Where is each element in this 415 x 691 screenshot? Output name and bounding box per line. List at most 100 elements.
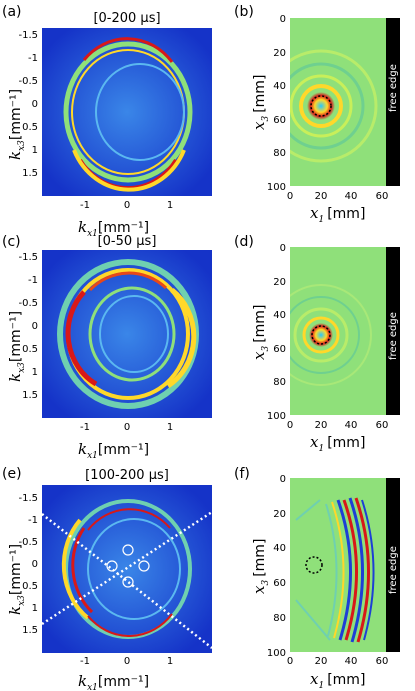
svg-text:1: 1: [167, 200, 173, 211]
svg-text:80: 80: [273, 613, 286, 624]
svg-text:0: 0: [124, 200, 130, 211]
svg-text:100: 100: [267, 648, 286, 659]
svg-text:-1: -1: [80, 200, 90, 211]
svg-text:0.5: 0.5: [22, 122, 38, 133]
displacement-field: [290, 18, 386, 186]
svg-text:-1: -1: [28, 53, 38, 64]
svg-text:40: 40: [273, 543, 286, 554]
svg-text:20: 20: [315, 656, 328, 667]
svg-text:0: 0: [287, 656, 293, 667]
panel-b: (b) free edge 0 20 40 60 80 100 0 20 40 …: [234, 4, 400, 225]
x-ticks: 0 20 40 60: [287, 191, 389, 202]
svg-text:-1: -1: [80, 656, 90, 667]
source-marker: [310, 95, 332, 117]
panel-label: (a): [2, 4, 22, 20]
wavenumber-rings: [63, 37, 193, 192]
svg-text:0.5: 0.5: [22, 344, 38, 355]
svg-text:0: 0: [124, 422, 130, 433]
y-ticks: 0 20 40 60 80 100: [267, 474, 286, 659]
edge-label: free edge: [388, 64, 399, 112]
wavefronts: [290, 49, 378, 163]
x-axis-label: kx1[mm⁻¹]: [78, 218, 149, 239]
wavenumber-rings: [42, 499, 212, 649]
svg-text:0: 0: [280, 474, 286, 485]
svg-text:-0.5: -0.5: [18, 76, 38, 87]
panel-f: (f) free edge 0 20 40 60 80 100 0 20 40: [234, 466, 400, 691]
y-axis-label: kx3[mm⁻¹]: [6, 311, 27, 382]
svg-text:20: 20: [273, 48, 286, 59]
y-axis-label: x3[mm]: [250, 539, 271, 594]
svg-text:-1.5: -1.5: [18, 493, 38, 504]
source-marker: [311, 325, 331, 345]
y-axis-label: kx3[mm⁻¹]: [6, 544, 27, 615]
svg-text:60: 60: [376, 191, 389, 202]
svg-text:1: 1: [32, 145, 38, 156]
svg-text:-1.5: -1.5: [18, 30, 38, 41]
panel-label: (d): [234, 234, 254, 250]
free-edge-strip: [386, 478, 400, 652]
panel-label: (b): [234, 4, 254, 20]
svg-text:1: 1: [32, 603, 38, 614]
y-axis-label: x3[mm]: [250, 75, 271, 130]
circle-markers: [106, 544, 150, 588]
y-axis-label: kx3[mm⁻¹]: [6, 89, 27, 160]
svg-text:1.5: 1.5: [22, 168, 38, 179]
svg-text:0: 0: [124, 656, 130, 667]
svg-text:60: 60: [273, 344, 286, 355]
reflected-wavefronts: [295, 497, 375, 643]
svg-text:100: 100: [267, 182, 286, 193]
wavenumber-rings: [57, 259, 199, 409]
svg-text:60: 60: [273, 578, 286, 589]
svg-text:1.5: 1.5: [22, 625, 38, 636]
svg-text:40: 40: [345, 420, 358, 431]
svg-text:100: 100: [267, 411, 286, 422]
y-ticks: -1.5 -1 -0.5 0 0.5 1 1.5: [18, 493, 38, 636]
x-axis-label: x1 [mm]: [310, 670, 365, 691]
x-axis-label: kx1[mm⁻¹]: [78, 672, 149, 691]
svg-text:60: 60: [273, 115, 286, 126]
panel-label: (c): [2, 234, 21, 250]
edge-label: free edge: [388, 546, 399, 594]
edge-label: free edge: [388, 312, 399, 360]
x-ticks: 0 20 40 60: [287, 656, 389, 667]
svg-text:40: 40: [273, 310, 286, 321]
svg-text:-1: -1: [80, 422, 90, 433]
svg-text:0.5: 0.5: [22, 581, 38, 592]
svg-text:40: 40: [345, 656, 358, 667]
svg-text:40: 40: [273, 81, 286, 92]
x-ticks: -1 0 1: [80, 200, 173, 211]
panel-title: [0-50 μs]: [98, 234, 157, 249]
x-ticks: -1 0 1: [80, 422, 173, 433]
dotted-diagonal: [42, 510, 212, 626]
svg-text:-1: -1: [28, 515, 38, 526]
y-ticks: 0 20 40 60 80 100: [267, 14, 286, 193]
svg-text:0: 0: [287, 420, 293, 431]
svg-text:40: 40: [345, 191, 358, 202]
svg-text:-0.5: -0.5: [18, 298, 38, 309]
svg-text:-1.5: -1.5: [18, 252, 38, 263]
free-edge-strip: [386, 247, 400, 415]
svg-text:20: 20: [273, 509, 286, 520]
x-axis-label: kx1[mm⁻¹]: [78, 440, 149, 461]
svg-text:0: 0: [280, 14, 286, 25]
panel-c: (c) [0-50 μs] -1.5 -1 -0.5 0 0.5 1 1.5 -…: [2, 234, 212, 461]
svg-text:1.5: 1.5: [22, 390, 38, 401]
x-ticks: -1 0 1: [80, 656, 173, 667]
panel-a: (a) [0-200 μs] -1.5 -1 -0.5 0 0.5 1 1.5 …: [2, 4, 212, 239]
svg-text:20: 20: [315, 191, 328, 202]
source-marker: [305, 556, 323, 574]
svg-text:0: 0: [280, 243, 286, 254]
svg-text:0: 0: [32, 99, 38, 110]
panel-title: [100-200 μs]: [85, 468, 169, 483]
x-axis-label: x1 [mm]: [310, 204, 365, 225]
svg-text:1: 1: [167, 656, 173, 667]
svg-text:0: 0: [287, 191, 293, 202]
panel-title: [0-200 μs]: [93, 11, 160, 26]
dotted-diagonal: [42, 513, 212, 649]
panel-e: (e) [100-200 μs] -1.5 -1 -0.5 0 0.5 1 1.: [2, 466, 212, 691]
svg-text:1: 1: [32, 367, 38, 378]
svg-text:20: 20: [315, 420, 328, 431]
panel-label: (f): [234, 466, 250, 482]
svg-text:60: 60: [376, 656, 389, 667]
svg-text:-1: -1: [28, 275, 38, 286]
